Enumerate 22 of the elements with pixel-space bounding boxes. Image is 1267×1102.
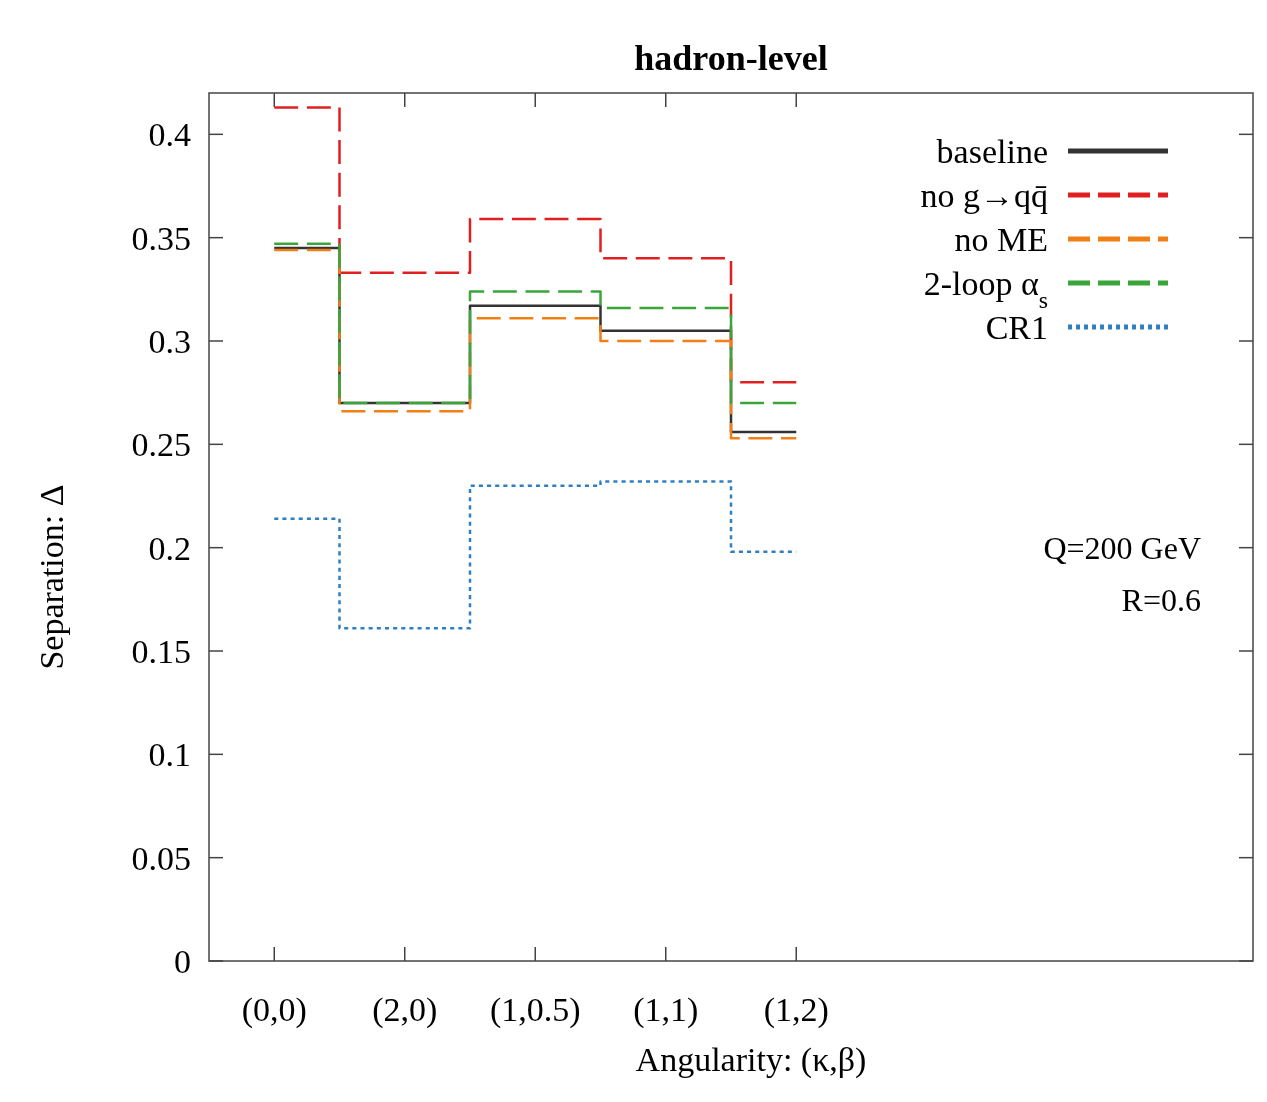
y-axis-title: Separation: Δ: [33, 484, 70, 670]
x-tick-label: (0,0): [241, 991, 307, 1029]
legend-label: no g→qq̄: [920, 176, 1048, 214]
y-tick-label: 0.25: [131, 426, 191, 464]
text: Q=200 GeV: [1043, 529, 1201, 566]
y-tick-label: 0.4: [148, 116, 191, 154]
y-tick-label: 0.05: [131, 839, 191, 877]
y-tick-label: 0.35: [131, 219, 191, 257]
legend-label: no ME: [954, 220, 1048, 258]
legend-label: baseline: [936, 132, 1048, 170]
y-tick-label: 0.15: [131, 632, 191, 670]
x-tick-label: (1,2): [763, 991, 829, 1029]
y-tick-label: 0: [174, 942, 191, 980]
x-axis-title: Angularity: (κ,β): [635, 1041, 867, 1079]
y-tick-label: 0.3: [148, 322, 191, 360]
x-tick-label: (1,1): [633, 991, 699, 1029]
x-tick-label: (2,0): [372, 991, 438, 1029]
y-tick-label: 0.1: [148, 736, 191, 774]
y-tick-label: 0.2: [148, 529, 191, 567]
chart-title: hadron-level: [634, 38, 828, 78]
x-tick-label: (1,0.5): [489, 991, 581, 1029]
text: R=0.6: [1121, 581, 1201, 618]
